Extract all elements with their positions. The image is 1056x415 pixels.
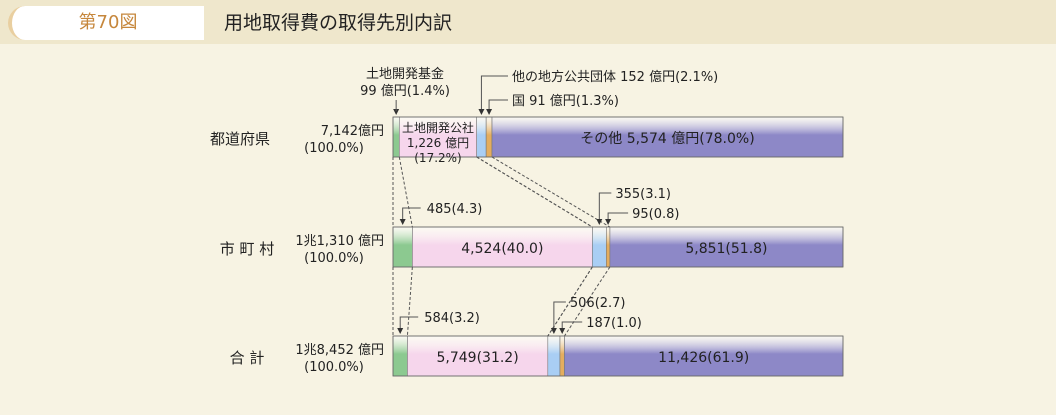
connector-line (406, 266, 413, 337)
land-fund-label: 584(3.2) (424, 311, 480, 326)
local-gov-label: 他の地方公共団体 152 億円(2.1%) (512, 69, 718, 85)
land-fund-label: 土地開発基金 (366, 66, 444, 82)
connector-line (547, 266, 593, 337)
bar-segment-land_fund (392, 116, 400, 158)
row-total-percent: (100.0%) (304, 141, 364, 156)
land-fund-arrow (397, 328, 404, 334)
national-arrow (486, 109, 493, 115)
bar-segment-local_gov (476, 116, 487, 158)
connector-line (398, 156, 413, 228)
other-label: 11,426(61.9) (658, 350, 749, 366)
bar-outline (392, 226, 844, 268)
connector-line (476, 156, 593, 228)
bar-segment-national (605, 226, 611, 268)
bar-segment-national (485, 116, 493, 158)
land-fund-leader (399, 316, 419, 330)
bar-segment-national (559, 335, 565, 377)
bar-segment-land_fund (392, 226, 413, 268)
land-corp-label: 4,524(40.0) (461, 241, 543, 257)
local-gov-leader (598, 192, 612, 221)
land-corp-label: 土地開発公社 (402, 120, 474, 135)
row-total-percent: (100.0%) (304, 360, 364, 375)
local-gov-arrow (550, 328, 557, 334)
national-label: 187(1.0) (586, 316, 642, 331)
category-label: 合 計 (230, 349, 265, 367)
local-gov-arrow (478, 109, 485, 115)
local-gov-leader (553, 301, 566, 330)
category-label: 市 町 村 (220, 240, 275, 258)
connector-line (564, 266, 611, 337)
land-fund-arrow (399, 219, 406, 225)
national-leader (561, 321, 583, 330)
national-arrow (605, 219, 612, 225)
national-arrow (559, 328, 566, 334)
bar-segment-local_gov (547, 335, 561, 377)
row-total-percent: (100.0%) (304, 251, 364, 266)
figure-header: 第70図 用地取得費の取得先別内訳 (0, 0, 1056, 44)
land-corp-percent: (17.2%) (414, 151, 461, 165)
local-gov-arrow (596, 219, 603, 225)
bar-segment-land_corp (407, 335, 549, 377)
connector-line (491, 156, 611, 228)
land-corp-label: 5,749(31.2) (437, 350, 519, 366)
national-leader (488, 99, 508, 111)
land-fund-leader (402, 207, 421, 221)
national-leader (607, 212, 629, 221)
figure-title: 用地取得費の取得先別内訳 (224, 12, 453, 34)
local-gov-leader (480, 75, 508, 111)
other-label: その他 5,574 億円(78.0%) (580, 131, 754, 147)
land-fund-label: 485(4.3) (427, 202, 483, 217)
bar-segment-local_gov (592, 226, 607, 268)
national-label: 国 91 億円(1.3%) (512, 93, 619, 109)
row-total-value: 1兆1,310 億円 (295, 233, 384, 249)
national-label: 95(0.8) (632, 207, 679, 222)
local-gov-label: 506(2.7) (570, 296, 626, 311)
bar-segment-other (609, 226, 844, 268)
row-total-value: 7,142億円 (321, 123, 384, 139)
category-label: 都道府県 (210, 130, 270, 148)
bar-outline (392, 116, 844, 158)
land-fund-value: 99 億円(1.4%) (360, 83, 450, 99)
local-gov-label: 355(3.1) (615, 187, 671, 202)
bar-segment-land_fund (392, 335, 408, 377)
row-total-value: 1兆8,452 億円 (295, 342, 384, 358)
land-corp-value: 1,226 億円 (407, 136, 469, 150)
bar-outline (392, 335, 844, 377)
figure-number: 第70図 (8, 6, 204, 40)
bar-segment-land_corp (412, 226, 593, 268)
land-fund-arrow (393, 109, 400, 115)
other-label: 5,851(51.8) (685, 241, 767, 257)
